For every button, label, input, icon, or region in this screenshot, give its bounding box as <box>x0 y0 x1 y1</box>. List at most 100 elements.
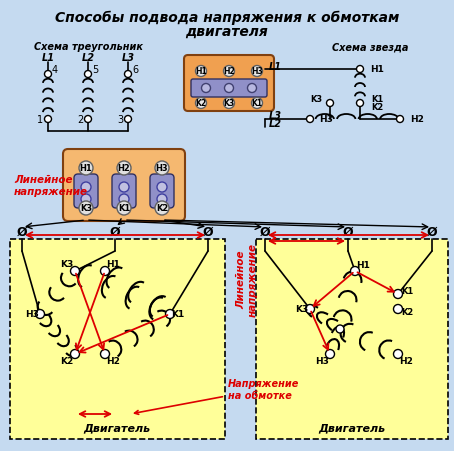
Circle shape <box>119 183 129 193</box>
Text: Ø: Ø <box>17 225 27 238</box>
Text: L2: L2 <box>82 53 94 63</box>
Circle shape <box>166 310 174 319</box>
Circle shape <box>326 350 335 359</box>
Circle shape <box>35 310 44 319</box>
Text: H1: H1 <box>195 67 207 76</box>
FancyBboxPatch shape <box>112 175 136 208</box>
Circle shape <box>394 350 403 359</box>
Text: Ø: Ø <box>260 225 270 238</box>
Circle shape <box>394 305 403 314</box>
Text: H3: H3 <box>156 164 168 173</box>
FancyBboxPatch shape <box>10 239 225 439</box>
Text: H3: H3 <box>25 310 39 319</box>
Circle shape <box>79 202 93 216</box>
Circle shape <box>100 350 109 359</box>
Text: 4: 4 <box>52 65 58 75</box>
Text: Схема треугольник: Схема треугольник <box>34 42 143 52</box>
Text: H2: H2 <box>223 67 235 76</box>
Text: K3: K3 <box>310 95 322 104</box>
Circle shape <box>252 98 262 109</box>
Circle shape <box>117 161 131 175</box>
Circle shape <box>100 267 109 276</box>
Circle shape <box>202 84 211 93</box>
Text: H3: H3 <box>319 115 333 124</box>
Circle shape <box>79 161 93 175</box>
Circle shape <box>306 305 315 314</box>
Text: Напряжение
на обмотке: Напряжение на обмотке <box>134 378 299 414</box>
Circle shape <box>124 116 132 123</box>
Text: H1: H1 <box>370 65 384 74</box>
Text: K3: K3 <box>80 204 92 213</box>
Circle shape <box>70 350 79 359</box>
Text: K2: K2 <box>156 204 168 213</box>
Text: H1: H1 <box>106 260 120 269</box>
Circle shape <box>306 116 314 123</box>
FancyBboxPatch shape <box>184 56 274 112</box>
Circle shape <box>157 183 167 193</box>
Text: 6: 6 <box>132 65 138 75</box>
Circle shape <box>196 98 207 109</box>
Text: H2: H2 <box>399 357 413 366</box>
Circle shape <box>157 194 167 205</box>
Circle shape <box>396 116 404 123</box>
Text: K2: K2 <box>195 99 207 108</box>
Circle shape <box>356 66 364 74</box>
Text: K2: K2 <box>401 308 413 317</box>
Text: 3: 3 <box>117 115 123 125</box>
Text: K3: K3 <box>296 305 309 314</box>
Text: L2: L2 <box>268 119 281 129</box>
FancyBboxPatch shape <box>256 239 448 439</box>
Text: Двигатель: Двигатель <box>318 422 385 432</box>
FancyBboxPatch shape <box>63 150 185 221</box>
Circle shape <box>247 84 257 93</box>
Text: K1: K1 <box>118 204 130 213</box>
Text: L3: L3 <box>122 53 134 63</box>
Text: K3: K3 <box>223 99 235 108</box>
Text: Схема звезда: Схема звезда <box>332 42 408 52</box>
Text: H2: H2 <box>106 357 120 366</box>
Text: L1: L1 <box>41 53 54 63</box>
Circle shape <box>44 71 51 78</box>
FancyBboxPatch shape <box>191 80 267 98</box>
Text: Линейное
напряжение: Линейное напряжение <box>236 243 258 316</box>
Circle shape <box>119 194 129 205</box>
Circle shape <box>117 202 131 216</box>
Text: 1: 1 <box>37 115 43 125</box>
Circle shape <box>252 66 262 77</box>
Text: H3: H3 <box>251 67 263 76</box>
Circle shape <box>81 183 91 193</box>
Circle shape <box>223 66 235 77</box>
Circle shape <box>356 100 364 107</box>
Text: K1: K1 <box>171 310 185 319</box>
Text: H2: H2 <box>118 164 130 173</box>
Text: H3: H3 <box>315 357 329 366</box>
Text: Ø: Ø <box>110 225 120 238</box>
Text: K2: K2 <box>60 357 74 366</box>
Text: H2: H2 <box>410 115 424 124</box>
Circle shape <box>81 194 91 205</box>
Circle shape <box>155 161 169 175</box>
Text: Способы подвода напряжения к обмоткам: Способы подвода напряжения к обмоткам <box>55 11 399 25</box>
Text: Ø: Ø <box>202 225 213 238</box>
Circle shape <box>223 98 235 109</box>
Text: H1: H1 <box>356 261 370 270</box>
Circle shape <box>326 100 334 107</box>
Circle shape <box>336 325 344 333</box>
Text: двигателя: двигателя <box>186 25 268 39</box>
Circle shape <box>155 202 169 216</box>
Text: Линейное
напряжение: Линейное напряжение <box>14 175 88 196</box>
Text: L3: L3 <box>268 111 281 121</box>
Circle shape <box>44 116 51 123</box>
Text: Ø: Ø <box>343 225 353 238</box>
FancyBboxPatch shape <box>74 175 98 208</box>
Text: H1: H1 <box>79 164 92 173</box>
Text: K1: K1 <box>252 99 262 108</box>
Text: K3: K3 <box>60 260 74 269</box>
Circle shape <box>394 290 403 299</box>
Circle shape <box>84 116 92 123</box>
FancyBboxPatch shape <box>150 175 174 208</box>
Circle shape <box>124 71 132 78</box>
Text: Двигатель: Двигатель <box>84 422 151 432</box>
Text: K1: K1 <box>371 95 383 104</box>
Circle shape <box>224 84 233 93</box>
